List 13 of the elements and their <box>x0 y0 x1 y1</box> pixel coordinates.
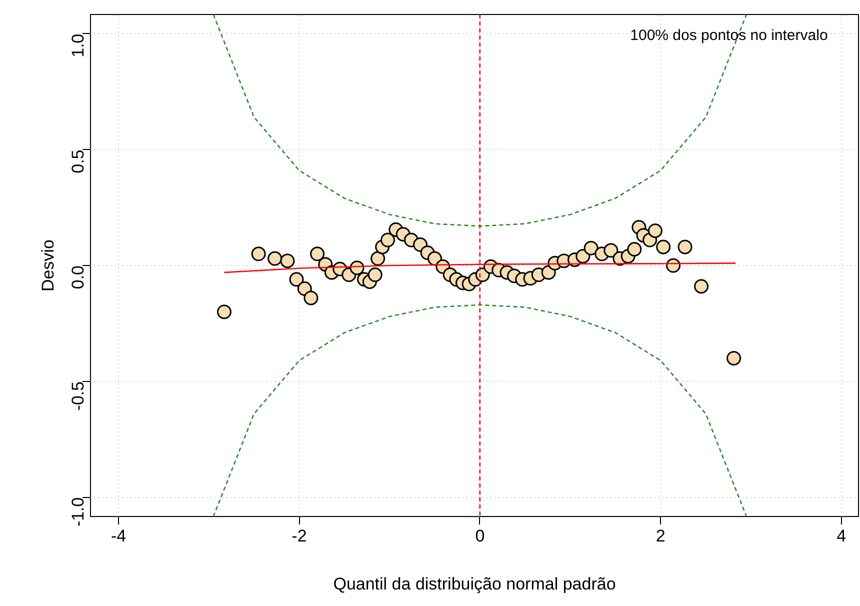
y-tick-label: 0.5 <box>68 150 88 174</box>
y-tick-label: -1.0 <box>68 497 88 527</box>
y-tick-label: 0.0 <box>68 265 88 290</box>
x-tick-label: 4 <box>836 526 846 546</box>
y-tick-label: 1.0 <box>68 34 88 58</box>
x-tick-label: 2 <box>656 526 666 546</box>
annotation: 100% dos pontos no intervalo <box>630 27 828 44</box>
x-tick-label: -4 <box>110 526 126 546</box>
x-tick-label: -2 <box>292 526 307 546</box>
x-axis-title: Quantil da distribuição normal padrão <box>333 574 616 594</box>
x-tick-label: 0 <box>475 526 485 546</box>
y-tick-label: -0.5 <box>68 381 88 411</box>
y-axis-title: Desvio <box>38 240 58 292</box>
